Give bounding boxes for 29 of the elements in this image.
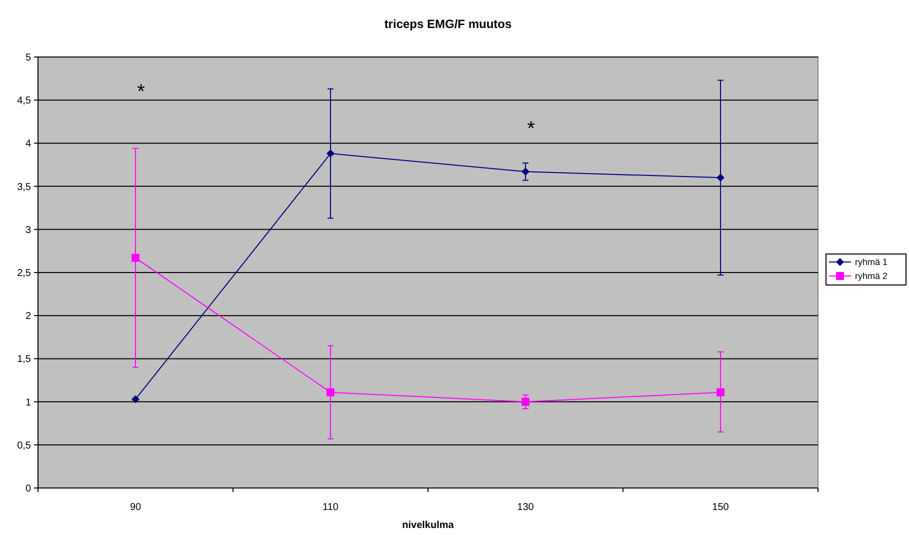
point bbox=[326, 388, 334, 396]
y-tick-label: 4,5 bbox=[17, 96, 32, 107]
point bbox=[132, 254, 140, 262]
point bbox=[522, 168, 530, 176]
x-tick-label: 90 bbox=[130, 502, 142, 513]
y-tick-label: 3 bbox=[25, 224, 32, 236]
legend-label: ryhmä 2 bbox=[855, 271, 888, 282]
annotation: * bbox=[527, 118, 536, 140]
y-tick-label: 0 bbox=[25, 484, 32, 494]
y-tick-label: 4 bbox=[25, 138, 32, 150]
chart-title: triceps EMG/F muutos bbox=[384, 17, 512, 31]
y-tick-label: 2,5 bbox=[17, 268, 32, 279]
x-tick-label: 130 bbox=[517, 502, 534, 513]
point bbox=[132, 395, 140, 404]
legend-label: ryhmä 1 bbox=[855, 257, 888, 268]
point bbox=[716, 388, 724, 396]
point bbox=[326, 150, 334, 158]
y-tick-label: 0,5 bbox=[17, 440, 32, 452]
x-axis-title: nivelkulma bbox=[402, 520, 454, 531]
annotation: * bbox=[137, 81, 146, 103]
y-tick-label: 3,5 bbox=[17, 182, 32, 193]
y-tick-label: 1 bbox=[25, 397, 32, 408]
point bbox=[716, 174, 724, 182]
y-tick-label: 5 bbox=[25, 52, 32, 64]
x-tick-label: 110 bbox=[322, 502, 339, 513]
x-tick-label: 150 bbox=[712, 502, 730, 513]
y-tick-label: 2 bbox=[25, 311, 32, 322]
point bbox=[522, 398, 530, 406]
y-tick-label: 1,5 bbox=[17, 354, 32, 366]
